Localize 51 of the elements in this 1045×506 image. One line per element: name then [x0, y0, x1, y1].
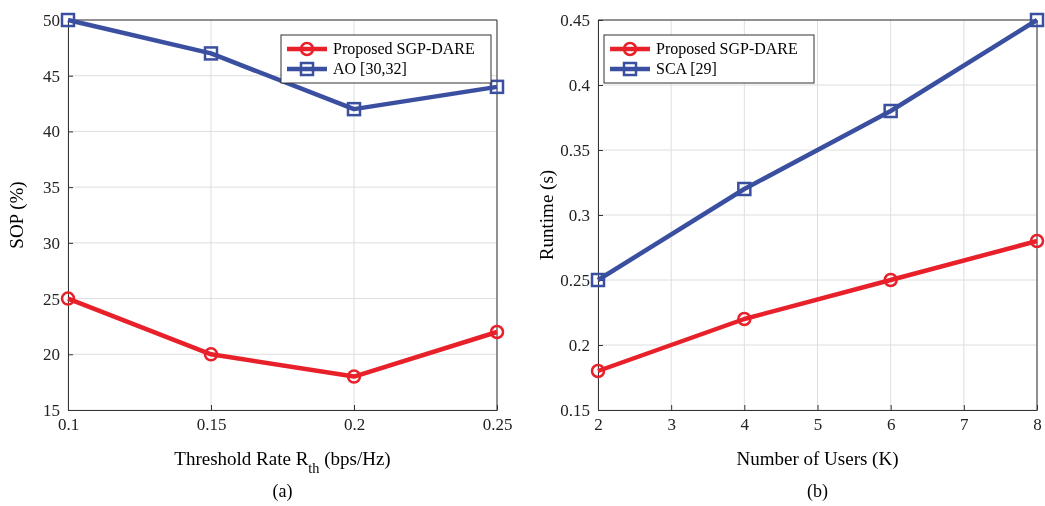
point	[489, 324, 505, 340]
point	[346, 101, 362, 117]
x-tick-label: 0.2	[343, 415, 366, 435]
x-tick-label: 2	[594, 415, 603, 435]
y-tick-label: 45	[43, 66, 60, 86]
point	[590, 363, 606, 379]
text: (b)	[807, 481, 828, 502]
x-axis-title: Threshold Rate R$_{th}$ (bps/Hz)	[174, 448, 391, 476]
text: (a)	[272, 481, 293, 502]
x-tick-label: 4	[740, 415, 750, 435]
point	[883, 103, 898, 119]
x-tick-label: 3	[667, 415, 676, 435]
legend-label: Proposed SGP-DARE	[656, 40, 798, 58]
y-tick-label: 35	[43, 178, 60, 198]
y-tick-label: 50	[43, 10, 60, 30]
y-tick-label: 30	[43, 233, 60, 253]
point	[203, 46, 219, 61]
x-tick-label: 0.15	[196, 415, 227, 435]
y-axis-title: Runtime (s)	[536, 169, 558, 261]
x-axis-title: Number of Users (K)	[736, 448, 899, 470]
y-axis-title: SOP (%)	[6, 181, 28, 249]
y-tick-label: 0.4	[568, 75, 591, 95]
legend-label: SCA [29]	[656, 60, 717, 77]
x-tick-label: 8	[1033, 415, 1042, 435]
y-tick-label: 20	[43, 345, 60, 365]
y-tick-label: 0.2	[568, 335, 590, 355]
legend-label: AO [30,32]	[333, 60, 407, 77]
point	[590, 272, 606, 288]
point	[203, 347, 219, 362]
point	[60, 12, 76, 28]
x-tick-label: 6	[886, 415, 896, 435]
x-tick-label: 0.1	[57, 415, 80, 435]
y-tick-label: 0.25	[560, 270, 590, 290]
point	[737, 181, 752, 197]
point	[60, 291, 76, 306]
y-tick-label: 0.35	[560, 140, 590, 160]
point	[1029, 12, 1045, 28]
x-tick-label: 5	[813, 415, 823, 435]
point	[737, 311, 752, 327]
y-tick-label: 0.15	[560, 400, 590, 420]
point	[883, 272, 898, 288]
x-tick-label: 7	[960, 415, 970, 435]
y-tick-label: 0.3	[568, 205, 590, 225]
y-tick-label: 0.45	[560, 10, 590, 30]
x-tick-label: 0.25	[482, 415, 513, 435]
point	[346, 369, 362, 384]
point	[1029, 233, 1045, 249]
y-tick-label: 15	[43, 400, 60, 420]
legend-label: Proposed SGP-DARE	[333, 40, 475, 58]
y-tick-label: 40	[43, 122, 60, 142]
y-tick-label: 25	[43, 289, 60, 309]
